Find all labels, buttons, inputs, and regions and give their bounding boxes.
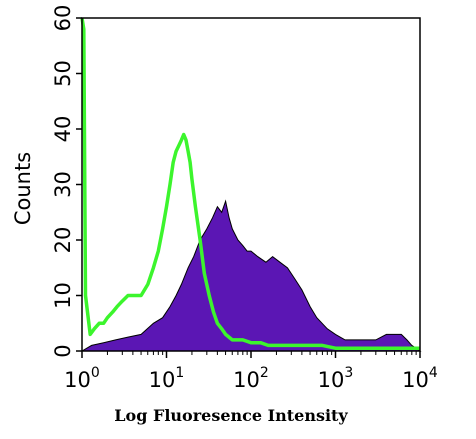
- y-tick-label: 20: [51, 227, 75, 254]
- y-tick-label: 50: [51, 60, 75, 87]
- x-axis-title: Log Fluoresence Intensity: [114, 406, 348, 425]
- x-tick-label: 104: [402, 365, 438, 392]
- y-tick-label: 10: [51, 282, 75, 309]
- x-tick-label: 101: [149, 365, 185, 392]
- y-axis-title: Counts: [11, 152, 35, 225]
- x-tick-label: 103: [318, 365, 354, 392]
- y-axis-ticks: 0 10 20 30 40 50 60: [51, 5, 82, 358]
- x-tick-label: 100: [64, 365, 100, 392]
- y-tick-label: 30: [51, 171, 75, 198]
- series-layer: [80, 17, 422, 352]
- x-axis-ticks: 100 101 102 103 104: [64, 351, 438, 392]
- y-tick-label: 60: [51, 5, 75, 32]
- y-tick-label: 0: [51, 344, 75, 357]
- control-histogram-line: [80, 17, 420, 350]
- x-tick-label: 102: [233, 365, 269, 392]
- y-tick-label: 40: [51, 116, 75, 143]
- filled-histogram-series: [80, 199, 422, 352]
